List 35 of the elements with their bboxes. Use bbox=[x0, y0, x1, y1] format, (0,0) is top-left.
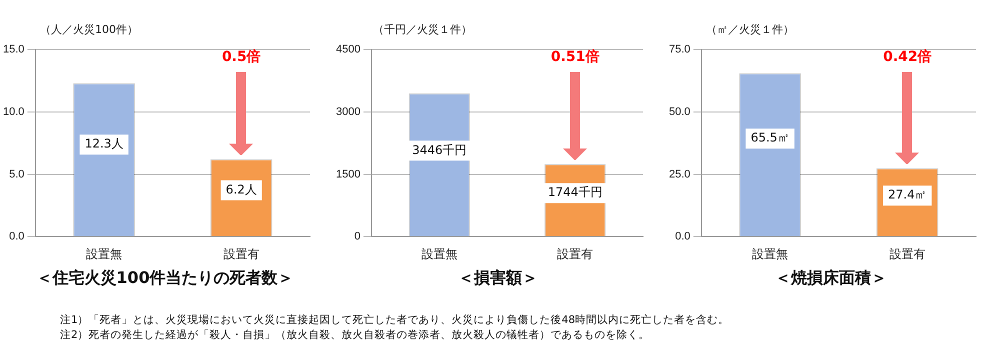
x-tick-label: 設置無 bbox=[86, 247, 122, 262]
y-tick-label: 0.0 bbox=[9, 230, 24, 243]
annotation: 0.42倍 bbox=[883, 48, 932, 66]
y-tick-label: 0 bbox=[354, 230, 360, 243]
y-axis-title: （千円／火災１件） bbox=[373, 22, 472, 37]
data-label: 3446千円 bbox=[412, 142, 467, 157]
y-tick-label: 0.0 bbox=[675, 230, 690, 243]
y-tick-label: 50.0 bbox=[668, 106, 690, 118]
y-tick-label: 25.0 bbox=[668, 168, 690, 180]
y-tick-label: 3000 bbox=[336, 106, 360, 118]
y-tick-label: 1500 bbox=[336, 168, 360, 180]
y-tick-label: 5.0 bbox=[9, 168, 24, 180]
x-tick-label: 設置無 bbox=[752, 247, 788, 262]
y-tick-label: 75.0 bbox=[668, 44, 690, 56]
y-axis-title: （人／火災100件） bbox=[40, 22, 138, 37]
data-label: 1744千円 bbox=[548, 185, 602, 200]
y-tick-label: 4500 bbox=[336, 44, 360, 56]
y-tick-label: 15.0 bbox=[2, 44, 24, 56]
text: 注2）死者の発生した経過が「殺人・自損」（放火自殺、放火自殺者の巻添者、放火殺人の犠牲者）であるものを除く。 bbox=[60, 328, 651, 343]
text: ＜損害額＞ bbox=[457, 268, 539, 289]
data-label: 65.5㎡ bbox=[750, 130, 790, 145]
text: ＜焼損床面積＞ bbox=[774, 268, 888, 289]
text: 注1）「死者」とは、火災現場において火災に直接起因して死亡した者であり、火災により負傷した後48時間以内に死亡した者を含む。 bbox=[60, 313, 730, 328]
data-label: 27.4㎡ bbox=[888, 188, 927, 202]
annotation: 0.51倍 bbox=[550, 48, 600, 66]
annotation: 0.5倍 bbox=[222, 48, 261, 66]
x-tick-label: 設置有 bbox=[557, 247, 594, 262]
y-axis-title: （㎡／火災１件） bbox=[706, 22, 794, 37]
x-tick-label: 設置有 bbox=[223, 247, 260, 262]
data-label: 6.2人 bbox=[226, 182, 257, 196]
text: ＜住宅火災100件当たりの死者数＞ bbox=[35, 268, 295, 289]
y-tick-label: 10.0 bbox=[2, 106, 24, 118]
x-tick-label: 設置有 bbox=[889, 247, 926, 262]
data-label: 12.3人 bbox=[84, 136, 124, 151]
x-tick-label: 設置無 bbox=[421, 247, 458, 262]
